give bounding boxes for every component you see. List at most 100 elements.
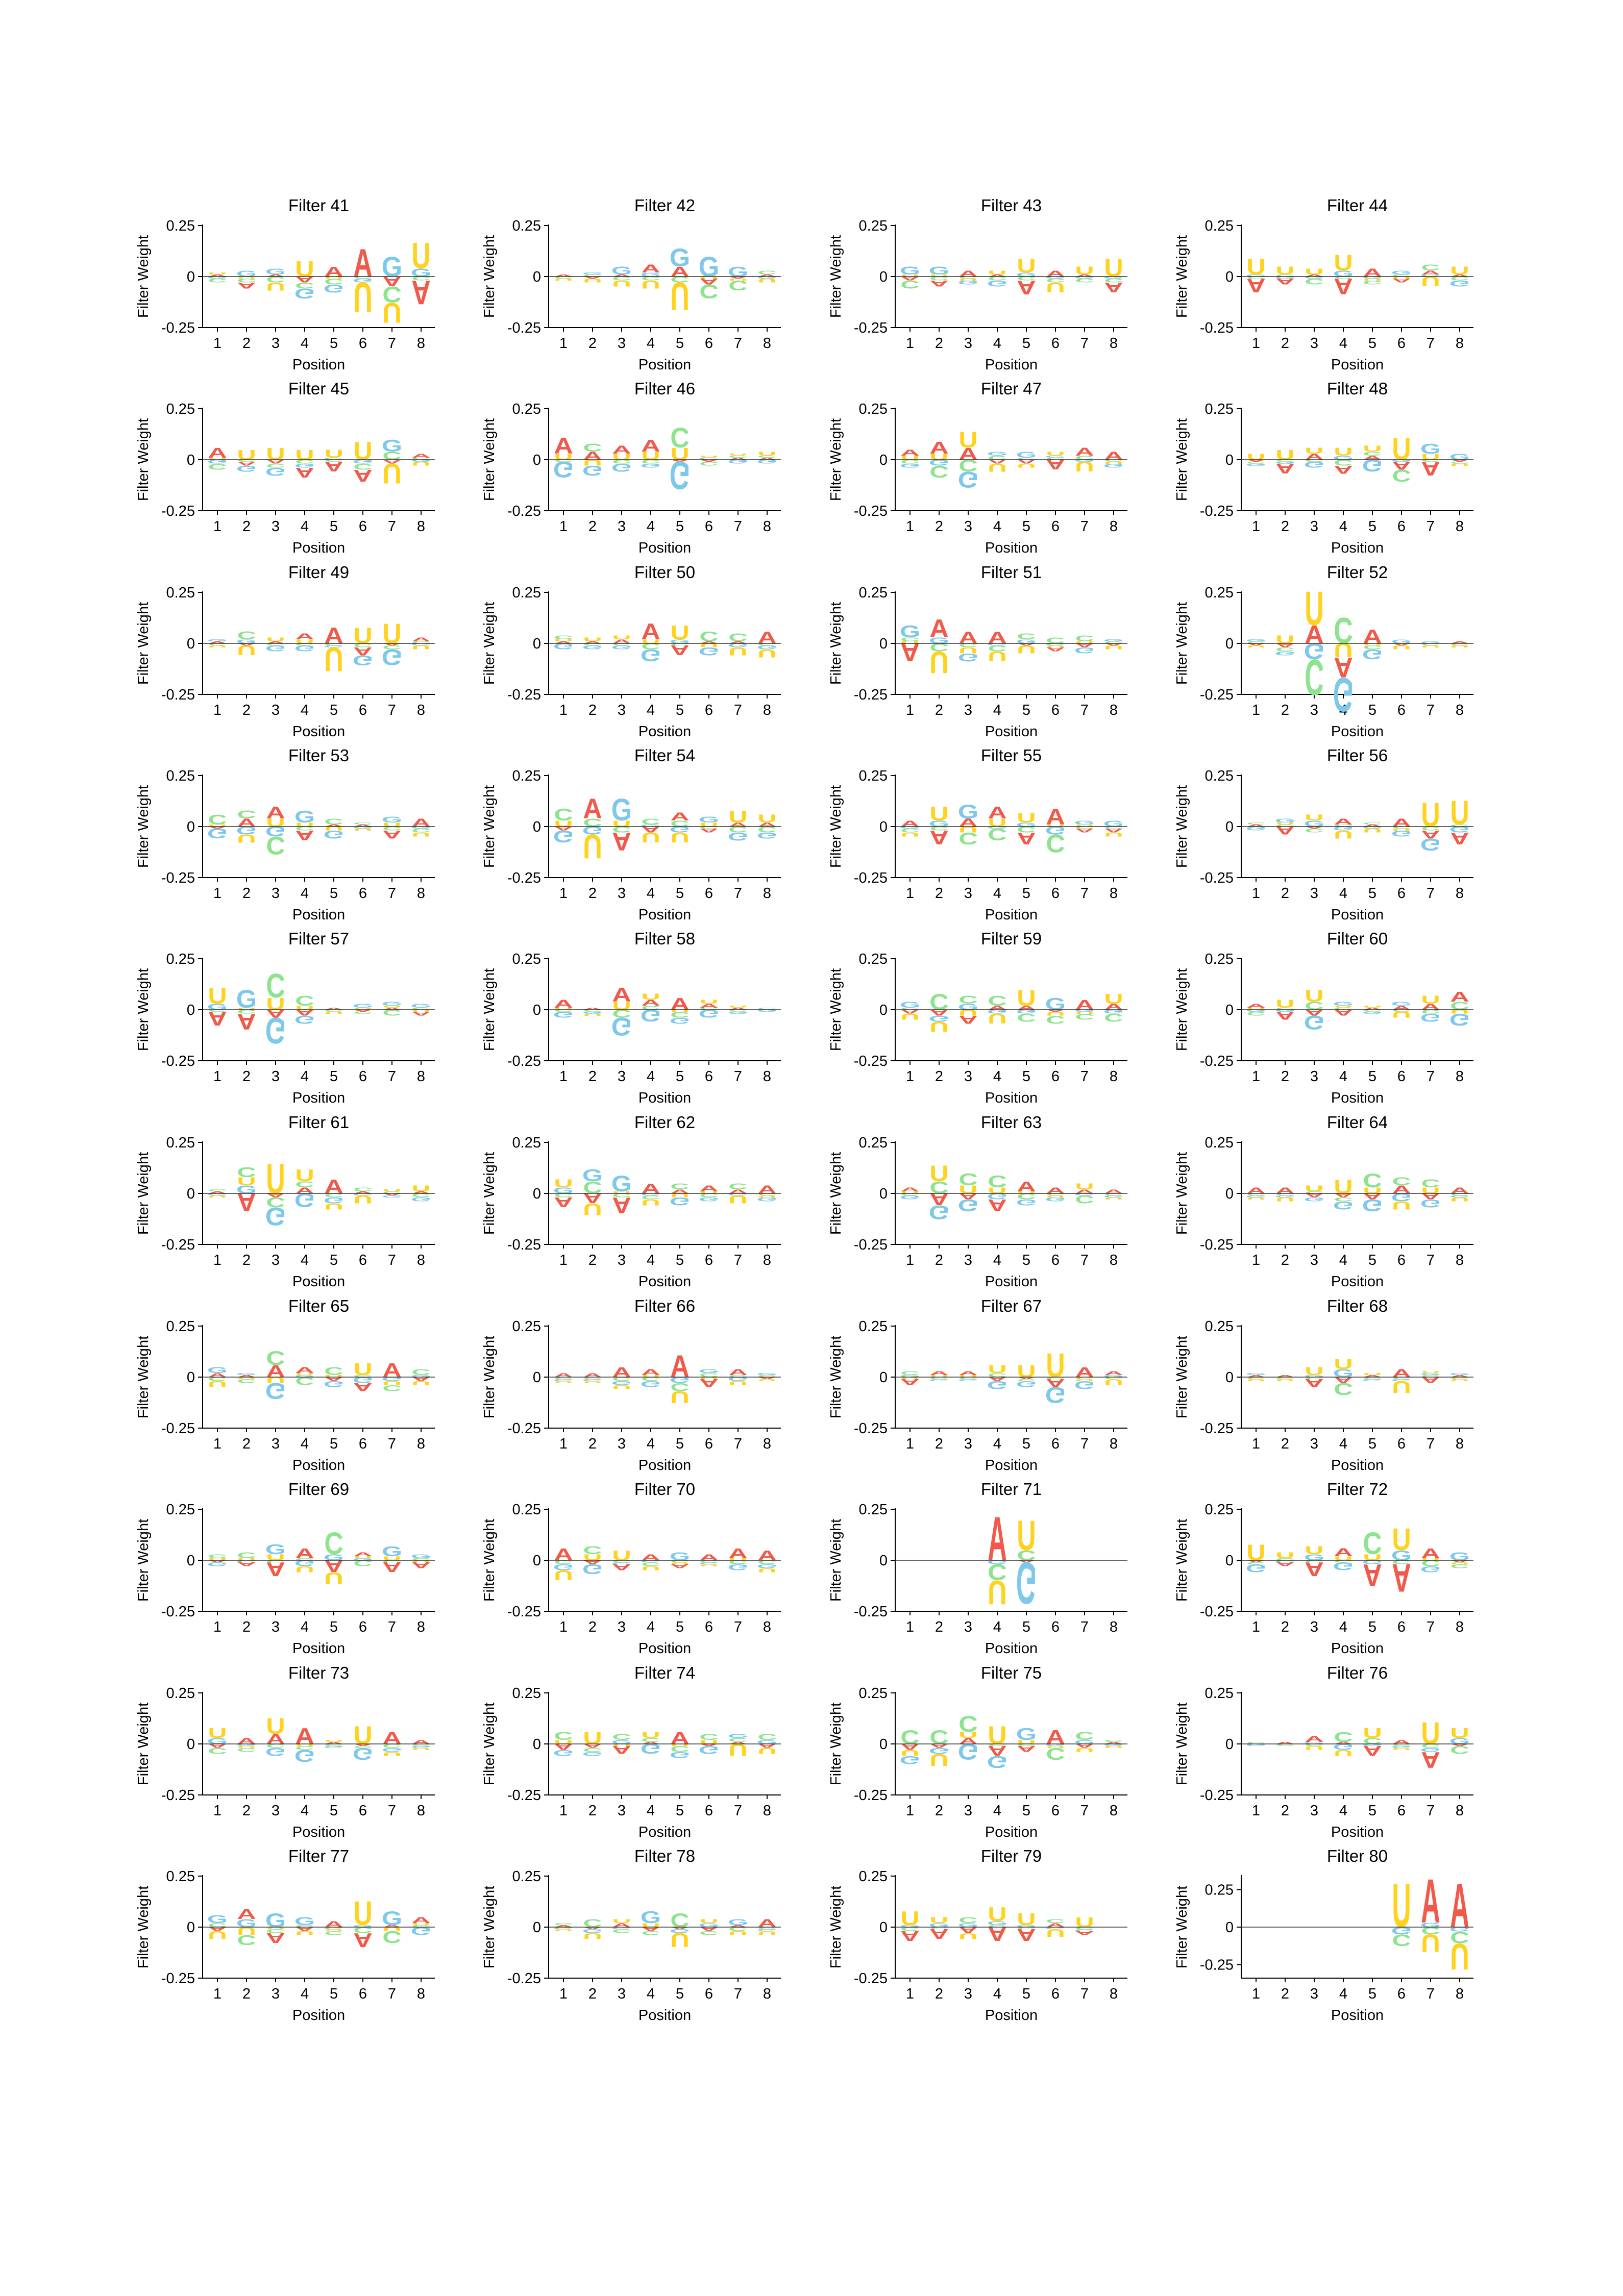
x-tick-label: 2 [588,1619,597,1635]
panel-title: Filter 41 [288,196,349,215]
x-axis-label: Position [292,1640,345,1657]
logo-letter-C: C [324,817,343,827]
logo-letter-C: C [958,1915,978,1925]
logo-letter-C: C [324,1365,343,1378]
x-tick-label: 7 [388,885,396,902]
x-tick-label: 6 [1051,1252,1060,1268]
logo-letter-G: G [641,1006,661,1025]
x-axis-label: Position [1331,1824,1384,1840]
x-tick-label: 2 [588,518,597,535]
y-tick-label: 0.25 [859,1868,888,1885]
logo-letter-A: A [757,1548,777,1563]
logo-letter-G: G [353,278,373,284]
x-tick-label: 4 [1339,1986,1347,2002]
logo-letter-G: G [382,436,402,455]
logo-letter-U: U [1363,1725,1382,1741]
x-tick-label: 7 [734,1068,742,1085]
x-tick-label: 2 [935,1619,943,1635]
logo-letter-C: C [1421,1558,1440,1568]
x-axis-label: Position [638,1824,691,1840]
logo-letter-G: G [929,1746,949,1756]
x-tick-label: 1 [906,1619,914,1635]
logo-letter-U: U [208,983,227,1009]
x-tick-label: 1 [1252,1619,1260,1635]
panel-title: Filter 43 [981,196,1042,215]
x-tick-label: 8 [417,1803,425,1819]
logo-letter-A: A [295,1008,314,1017]
logo-letter-U: U [612,819,631,829]
y-tick-label: -0.25 [507,1420,541,1437]
logo-letter-A: A [1421,1545,1440,1561]
logo-letter-G: G [1246,274,1266,277]
logo-letter-U: U [728,645,748,657]
panel-title: Filter 45 [288,379,349,398]
logo-letter-U: U [1104,991,1123,1007]
logo-letter-C: C [728,825,748,834]
x-tick-label: 6 [705,518,713,535]
logo-letter-C: C [266,967,285,1005]
logo-letter-A: A [554,274,573,277]
x-tick-label: 6 [1397,1252,1406,1268]
logo-letter-A: A [1392,1367,1411,1380]
x-tick-label: 5 [330,1803,338,1819]
x-tick-label: 3 [1310,1803,1318,1819]
logo-letter-U: U [699,1191,719,1194]
y-tick-label: 0.25 [859,951,888,967]
y-tick-label: 0.25 [166,585,195,601]
logo-letter-A: A [612,1364,631,1380]
logo-letter-C: C [641,1930,660,1936]
x-tick-label: 6 [1397,1619,1406,1635]
x-tick-label: 3 [618,1803,626,1819]
x-tick-label: 4 [647,702,655,718]
logo-letter-G: G [728,1917,748,1927]
logo-letter-A: A [382,273,402,289]
x-tick-label: 4 [647,1436,655,1452]
logo-letter-U: U [958,278,978,281]
y-tick-label: 0 [533,1002,541,1018]
logo-letter-A: A [1104,1002,1123,1012]
y-tick-label: -0.25 [507,870,541,886]
logo-letter-U: U [1104,461,1123,464]
logo-letter-G: G [611,1562,632,1565]
logo-letter-G: G [1449,1372,1470,1376]
logo-letter-G: G [1362,456,1383,475]
logo-letter-A: A [728,641,748,644]
logo-letter-G: G [1103,276,1124,279]
logo-letter-G: G [324,1927,344,1930]
logo-letter-C: C [411,1925,431,1928]
logo-letter-U: U [583,1381,602,1384]
logo-letter-C: C [411,1007,431,1010]
y-tick-label: 0 [1225,1553,1234,1569]
x-tick-label: 6 [1051,1619,1060,1635]
logo-letter-U: U [1392,1870,1411,1940]
logo-letter-C: C [583,1377,602,1380]
x-tick-label: 7 [734,1986,742,2002]
x-tick-label: 3 [964,1619,972,1635]
logo-letter-G: G [1275,651,1295,657]
logo-letter-U: U [237,642,256,658]
y-tick-label: 0.25 [512,1868,541,1885]
x-tick-label: 4 [993,1803,1001,1819]
logo-letter-U: U [670,1009,690,1012]
x-tick-label: 4 [1339,518,1347,535]
logo-letter-G: G [900,826,920,829]
logo-letter-C: C [728,632,748,644]
logo-letter-U: U [757,278,777,284]
x-axis-label: Position [985,357,1038,373]
logo-letter-A: A [266,803,285,822]
logo-letter-A: A [237,281,256,290]
logo-letter-A: A [757,1917,777,1930]
logo-letter-A: A [1334,817,1353,827]
logo-letter-U: U [1334,446,1353,458]
x-tick-label: 5 [330,702,338,718]
logo-letter-G: G [958,651,978,663]
logo-letter-C: C [324,1930,343,1936]
y-tick-label: 0.25 [166,401,195,417]
logo-letter-A: A [1450,1743,1469,1746]
logo-letter-C: C [1017,1927,1036,1930]
